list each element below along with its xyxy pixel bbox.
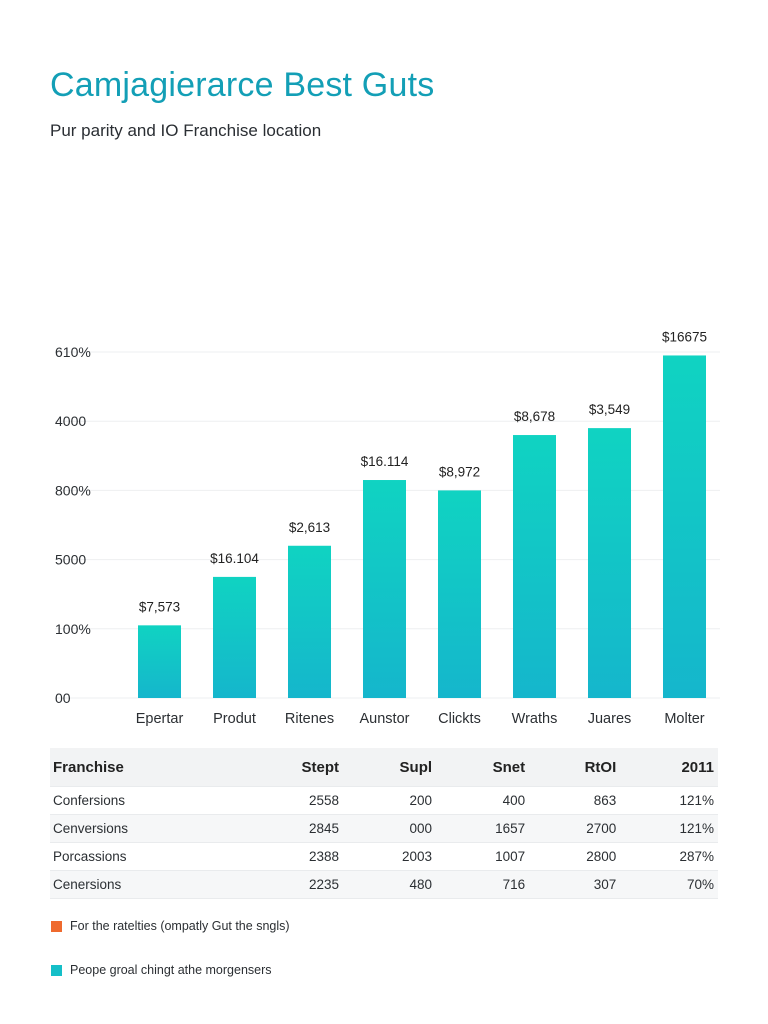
franchise-table: Franchise Stept Supl Snet RtOI 2011 Conf…: [50, 748, 718, 899]
legend-item: For the ratelties (ompatly Gut the sngls…: [51, 919, 290, 933]
y-tick-label: 610%: [55, 344, 91, 360]
table-cell: 400: [502, 793, 526, 808]
table-row: Cenersions 2235 480 716 307 70%: [50, 870, 718, 899]
table-header-cell: Franchise: [50, 748, 239, 787]
page-title: Camjagierarce Best Guts: [50, 66, 435, 104]
bar: [438, 490, 481, 698]
x-tick-label: Wraths: [512, 711, 558, 727]
table-row: Confersions 2558 200 400 863 121%: [50, 787, 718, 815]
bar-value-label: $2,613: [289, 520, 330, 535]
table-header-cell: RtOI: [529, 748, 621, 787]
y-tick-label: 800%: [55, 482, 91, 498]
bar-value-label: $7,573: [139, 599, 180, 614]
table-cell: 2388: [308, 849, 339, 864]
table-cell: 121%: [679, 793, 714, 808]
table-cell: 716: [436, 870, 530, 899]
table-cell: 2800: [586, 849, 617, 864]
table-cell: 863: [593, 793, 617, 808]
table-cell: 307: [529, 870, 621, 899]
bar: [138, 625, 181, 698]
x-tick-label: Juares: [588, 711, 632, 727]
table-cell: Confersions: [53, 793, 126, 808]
legend-swatch-orange: [51, 920, 62, 932]
bar: [363, 480, 406, 698]
table-cell: 480: [343, 870, 437, 899]
bar-value-label: $16.104: [210, 551, 259, 566]
y-tick-label: 100%: [55, 621, 91, 637]
table-cell: 1657: [436, 814, 530, 843]
bar-value-label: $16675: [662, 329, 707, 344]
table-header-row: Franchise Stept Supl Snet RtOI 2011: [50, 748, 718, 787]
table-cell: 287%: [679, 849, 714, 864]
y-tick-label: 5000: [55, 552, 86, 568]
x-tick-label: Ritenes: [285, 711, 334, 727]
table-cell: 2700: [529, 814, 621, 843]
legend-swatch-teal: [51, 964, 62, 976]
table-header-cell: Supl: [343, 748, 437, 787]
legend-label: Peope groal chingt athe morgensers: [70, 963, 272, 977]
table-header-cell: Stept: [238, 748, 343, 787]
x-tick-label: Produt: [213, 711, 256, 727]
table-cell: 121%: [620, 814, 718, 843]
table-cell: 2003: [401, 849, 433, 864]
bar: [213, 576, 256, 698]
table-cell: 200: [409, 793, 433, 808]
table-row: Cenversions 2845 000 1657 2700 121%: [50, 814, 718, 843]
table-cell: Cenersions: [50, 870, 239, 899]
page-subtitle: Pur parity and IO Franchise location: [50, 121, 322, 140]
table-cell: 2235: [238, 870, 343, 899]
x-tick-label: Clickts: [438, 711, 481, 727]
y-tick-label: 4000: [55, 413, 86, 429]
table-cell: Cenversions: [50, 814, 239, 843]
bar: [513, 435, 556, 698]
bar-value-label: $8,972: [439, 464, 480, 479]
table-cell: 000: [343, 814, 437, 843]
table-cell: 2845: [238, 814, 343, 843]
table-cell: 2558: [308, 793, 339, 808]
table-header-cell: 2011: [620, 748, 718, 787]
table-cell: Porcassions: [53, 849, 127, 864]
table-row: Porcassions 2388 2003 1007 2800 287%: [50, 843, 718, 871]
bar-chart: 610% 4000 800% 5000 100% 00 $7,573 $16.104 $2,6…: [55, 329, 720, 727]
x-tick-label: Aunstor: [360, 711, 410, 727]
x-tick-label: Molter: [664, 711, 704, 727]
bar: [588, 428, 631, 698]
bar-value-label: $3,549: [589, 402, 630, 417]
table-header-cell: Snet: [436, 748, 530, 787]
legend-label: For the ratelties (ompatly Gut the sngls…: [70, 919, 290, 933]
bar-value-label: $8,678: [514, 409, 555, 424]
y-tick-label: 00: [55, 690, 71, 706]
table-cell: 1007: [495, 849, 526, 864]
bar-value-label: $16.114: [361, 454, 409, 469]
bar: [288, 545, 331, 698]
table-cell: 70%: [620, 870, 718, 899]
x-tick-label: Epertar: [136, 711, 184, 727]
legend-item: Peope groal chingt athe morgensers: [51, 963, 272, 977]
bar: [663, 355, 706, 698]
